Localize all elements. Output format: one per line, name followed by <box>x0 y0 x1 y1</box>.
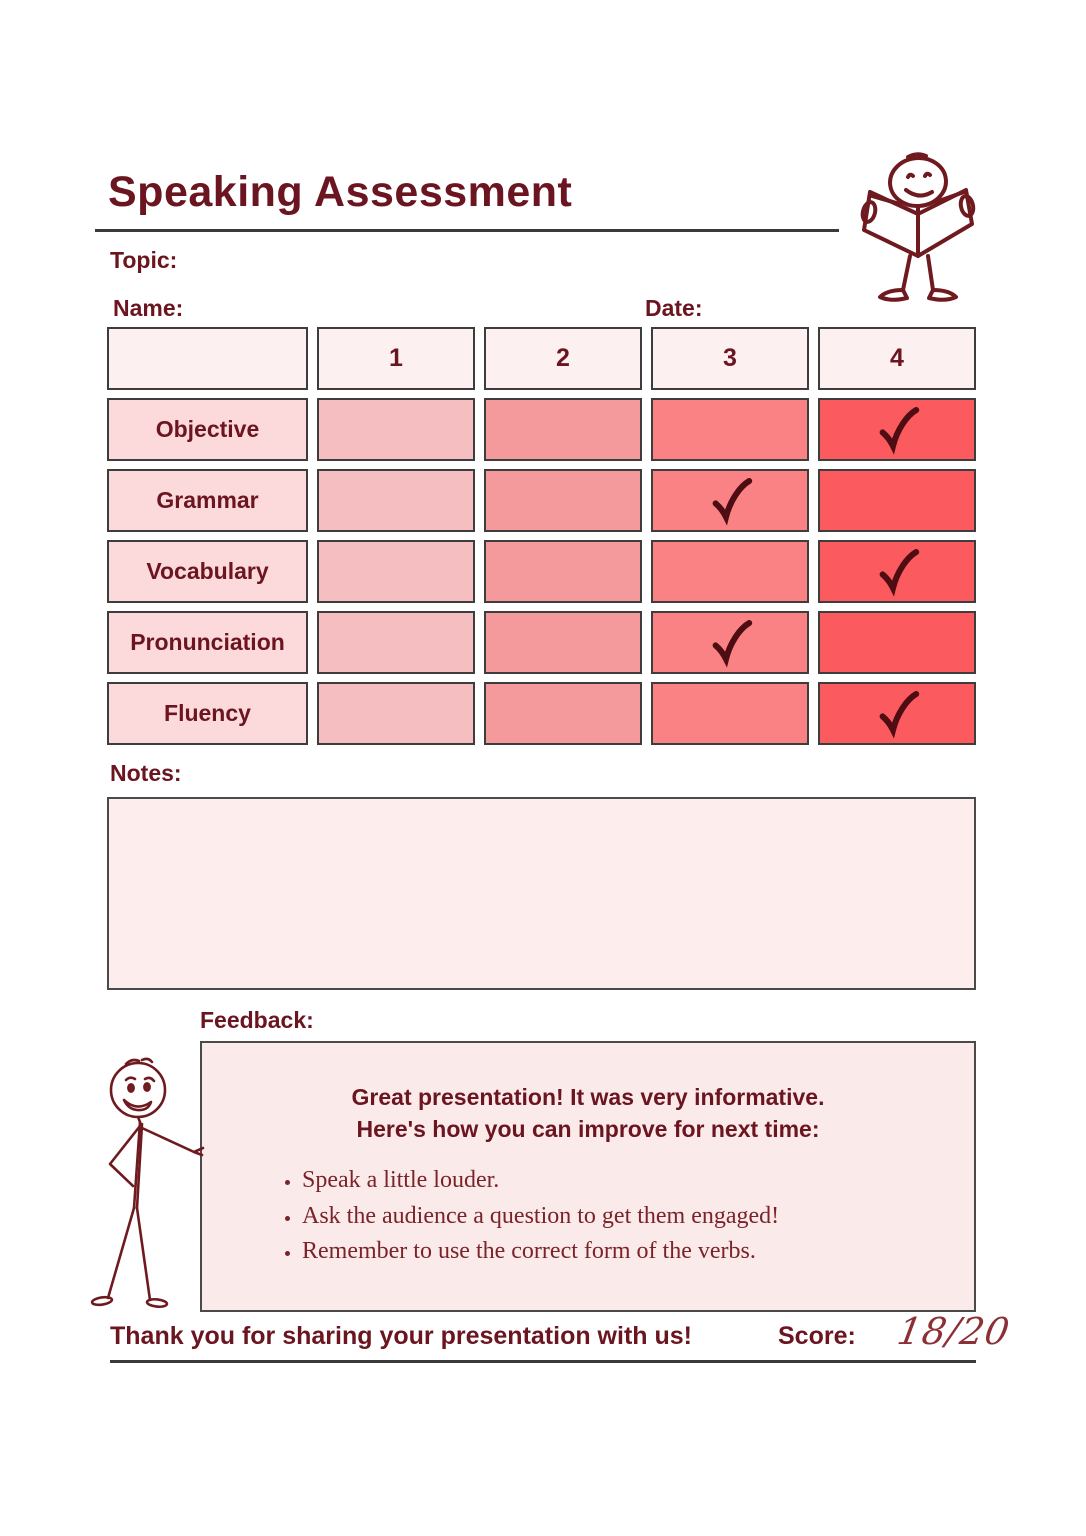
rubric-cell-fluency-4[interactable] <box>818 682 976 745</box>
rubric-column-header-4: 4 <box>818 327 976 390</box>
feedback-heading: Great presentation! It was very informat… <box>202 1043 974 1145</box>
check-icon <box>712 619 753 668</box>
score-value: 18/20 <box>894 1310 1014 1353</box>
title-underline <box>95 229 839 232</box>
feedback-bullet-list: Speak a little louder. Ask the audience a… <box>202 1165 974 1267</box>
feedback-label: Feedback: <box>200 1007 314 1033</box>
feedback-bullet-2: Ask the audience a question to get them … <box>302 1201 974 1232</box>
rubric-cell-pronunciation-1[interactable] <box>317 611 475 674</box>
feedback-bullet-1: Speak a little louder. <box>302 1165 974 1196</box>
rubric-row-label-fluency: Fluency <box>107 682 308 745</box>
check-icon <box>712 477 753 526</box>
footer-underline <box>110 1360 976 1363</box>
rubric-cell-objective-4[interactable] <box>818 398 976 461</box>
score-label: Score: <box>778 1322 856 1350</box>
rubric-cell-pronunciation-2[interactable] <box>484 611 642 674</box>
feedback-box: Great presentation! It was very informat… <box>200 1041 976 1312</box>
topic-label: Topic: <box>110 247 178 273</box>
rubric-cell-fluency-3[interactable] <box>651 682 809 745</box>
rubric-corner-cell <box>107 327 308 390</box>
rubric-column-header-1: 1 <box>317 327 475 390</box>
rubric-cell-fluency-2[interactable] <box>484 682 642 745</box>
thank-you-text: Thank you for sharing your presentation … <box>110 1322 692 1350</box>
rubric-cell-pronunciation-3[interactable] <box>651 611 809 674</box>
rubric-row-label-objective: Objective <box>107 398 308 461</box>
rubric-cell-vocabulary-1[interactable] <box>317 540 475 603</box>
rubric-cell-vocabulary-3[interactable] <box>651 540 809 603</box>
rubric-cell-objective-1[interactable] <box>317 398 475 461</box>
rubric-cell-vocabulary-4[interactable] <box>818 540 976 603</box>
rubric-column-header-2: 2 <box>484 327 642 390</box>
rubric-row-label-grammar: Grammar <box>107 469 308 532</box>
check-icon <box>879 690 920 739</box>
rubric-table: 1 2 3 4 Objective Grammar Vocabulary Pronunciat… <box>107 327 976 745</box>
rubric-cell-objective-3[interactable] <box>651 398 809 461</box>
stick-figure-reading-icon <box>860 152 976 302</box>
feedback-heading-line2: Here's how you can improve for next time… <box>356 1116 820 1143</box>
page-title: Speaking Assessment <box>108 168 573 216</box>
rubric-cell-grammar-4[interactable] <box>818 469 976 532</box>
rubric-row-label-vocabulary: Vocabulary <box>107 540 308 603</box>
rubric-cell-vocabulary-2[interactable] <box>484 540 642 603</box>
check-icon <box>879 406 920 455</box>
rubric-column-header-3: 3 <box>651 327 809 390</box>
date-label: Date: <box>645 295 703 321</box>
notes-label: Notes: <box>110 760 182 786</box>
notes-box[interactable] <box>107 797 976 990</box>
name-label: Name: <box>113 295 184 321</box>
rubric-cell-grammar-3[interactable] <box>651 469 809 532</box>
check-icon <box>879 548 920 597</box>
rubric-cell-pronunciation-4[interactable] <box>818 611 976 674</box>
rubric-cell-grammar-2[interactable] <box>484 469 642 532</box>
feedback-heading-line1: Great presentation! It was very informat… <box>351 1084 825 1110</box>
rubric-cell-objective-2[interactable] <box>484 398 642 461</box>
rubric-cell-fluency-1[interactable] <box>317 682 475 745</box>
stick-figure-presenting-icon <box>90 1057 205 1309</box>
rubric-cell-grammar-1[interactable] <box>317 469 475 532</box>
feedback-bullet-3: Remember to use the correct form of the … <box>302 1236 974 1267</box>
rubric-row-label-pronunciation: Pronunciation <box>107 611 308 674</box>
